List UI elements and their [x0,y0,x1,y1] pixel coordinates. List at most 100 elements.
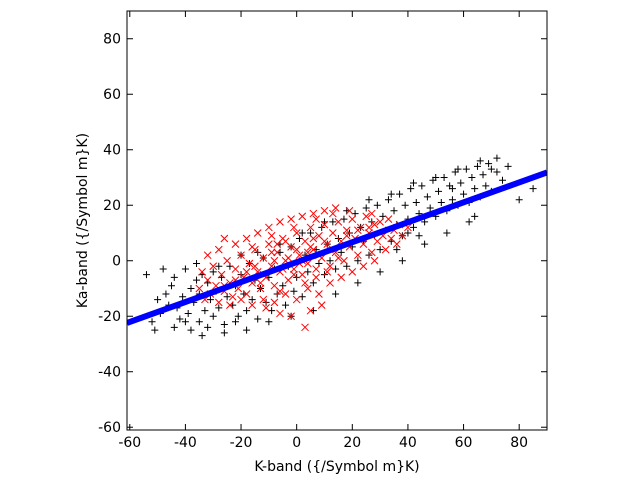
data-point-plus [168,282,176,290]
data-point-plus [206,296,214,304]
data-point-cross [367,209,376,218]
data-point-cross [273,248,282,257]
x-axis-label: K-band ({/Symbol m}K) [254,459,419,475]
data-point-plus [354,257,362,265]
data-point-cross [220,234,229,243]
data-point-cross [370,220,379,229]
data-point-cross [290,270,298,279]
data-point-cross [362,212,371,221]
data-point-cross [309,234,318,243]
data-point-plus [421,218,429,226]
data-point-cross [203,251,212,260]
data-point-plus [376,268,384,276]
data-point-plus [398,257,406,265]
data-point-plus [209,312,217,320]
data-point-plus [184,309,192,317]
data-point-plus [170,323,178,331]
data-point-plus [354,279,362,287]
data-point-plus [159,265,167,273]
data-point-cross [320,206,329,215]
data-point-cross [290,223,298,232]
data-point-plus [201,307,209,315]
data-point-cross [367,248,376,257]
data-point-cross [292,295,301,304]
data-point-plus [465,218,473,226]
data-point-plus [471,185,479,193]
data-point-plus [457,179,465,187]
y-tick-label: -40 [98,365,121,381]
data-point-cross [242,267,251,276]
data-point-cross [354,251,362,260]
data-point-plus [504,162,512,170]
data-point-cross [270,298,279,307]
data-point-cross [348,215,357,223]
data-point-plus [298,229,306,237]
data-point-plus [290,287,298,295]
data-point-plus [393,246,401,254]
data-point-plus [326,257,334,265]
data-point-cross [276,309,284,318]
data-point-plus [423,193,431,201]
data-point-plus [154,296,162,304]
data-point-cross [328,209,337,218]
data-point-plus [142,271,150,279]
data-point-cross [320,237,329,246]
axis-ticks [127,11,547,430]
x-tick-label: -40 [174,435,197,451]
series-2 [127,169,547,326]
series-layer [127,154,547,340]
data-point-plus [193,276,201,284]
data-point-cross [270,256,279,265]
data-point-cross [259,295,268,304]
data-point-plus [426,204,434,212]
regression-line [127,169,547,326]
data-point-plus [365,196,373,204]
data-point-cross [301,279,309,287]
data-point-cross [248,301,257,309]
data-point-plus [443,229,451,237]
data-point-cross [237,295,245,304]
data-point-cross [392,240,401,248]
data-point-cross [334,254,343,262]
data-point-cross [209,262,218,271]
data-point-cross [337,273,346,282]
y-tick-label: 40 [103,143,121,159]
data-point-cross [312,273,320,282]
data-point-plus [215,262,223,270]
data-point-cross [342,226,351,235]
y-tick-label: 0 [112,254,121,270]
data-point-plus [193,260,201,268]
data-point-cross [245,259,254,268]
data-point-plus [170,273,178,281]
data-point-cross [265,240,273,248]
data-point-plus [243,307,251,315]
data-point-cross [195,284,204,293]
x-tick-label: 60 [455,435,473,451]
data-point-plus [204,323,212,331]
data-point-plus [407,185,415,193]
data-point-plus [215,304,223,312]
data-point-plus [462,165,470,173]
data-point-cross [231,240,240,248]
data-point-plus [329,218,337,226]
y-axis-label: Ka-band ({/Symbol m}K) [75,133,91,308]
data-point-cross [298,270,307,279]
data-point-cross [384,215,393,223]
data-point-cross [381,245,390,254]
data-point-plus [479,171,487,179]
data-point-plus [448,185,456,193]
data-point-plus [529,185,537,193]
data-point-cross [376,218,384,226]
data-point-plus [468,173,476,181]
data-point-cross [273,240,282,248]
data-point-cross [309,209,318,218]
data-point-cross [312,215,320,223]
data-point-plus [209,268,217,276]
data-point-cross [365,223,373,232]
data-point-plus [487,165,495,173]
data-point-plus [148,318,156,326]
data-point-plus [387,190,395,198]
data-point-plus [181,318,189,326]
data-point-plus [409,223,417,231]
